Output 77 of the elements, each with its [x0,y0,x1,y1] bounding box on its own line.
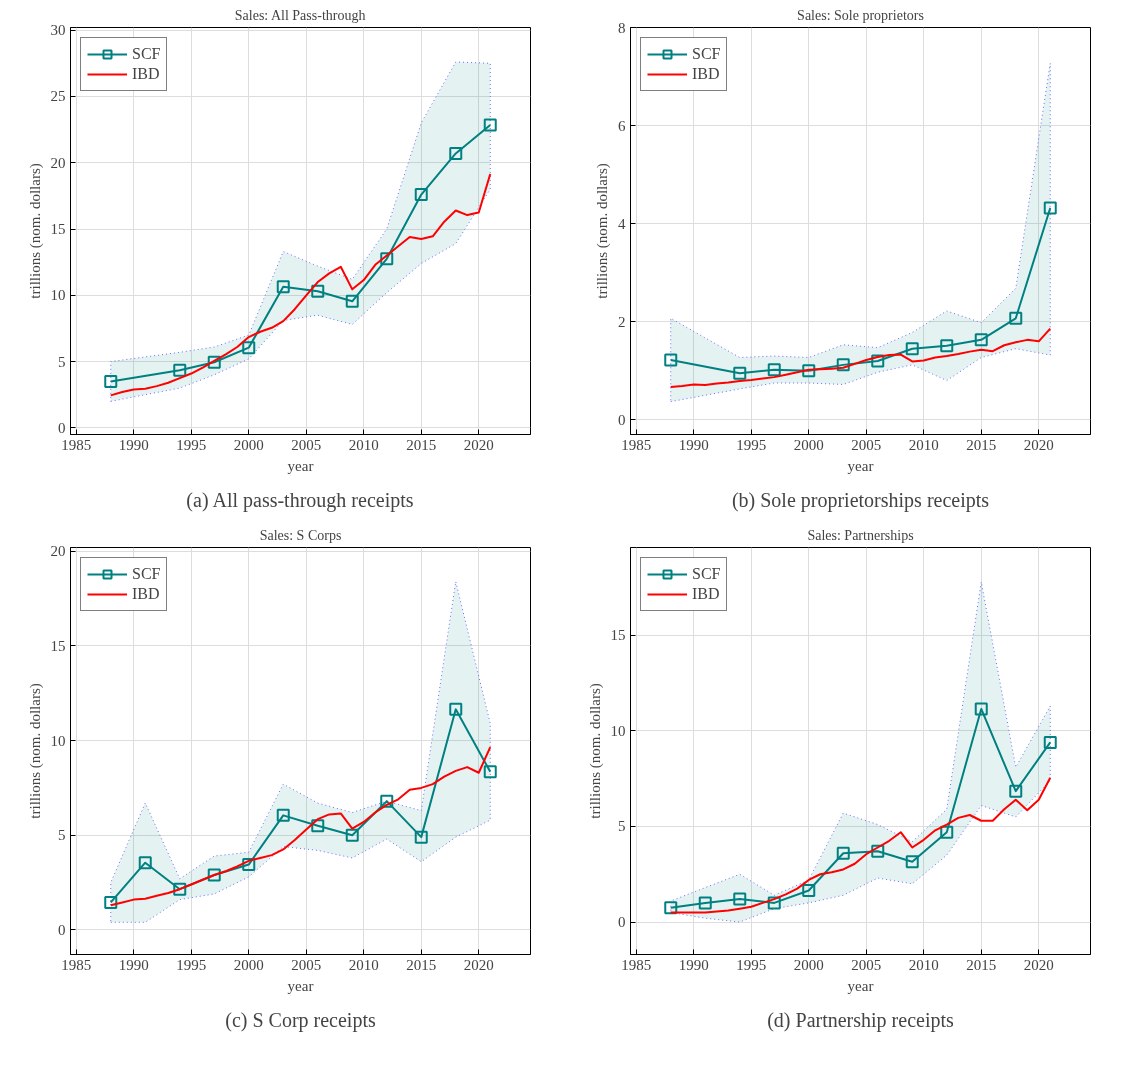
x-tick-label: 2020 [463,956,494,973]
x-tick-label: 1995 [176,956,207,973]
y-axis-title: trillions (nom. dollars) [26,163,44,299]
y-axis-title: trillions (nom. dollars) [594,163,611,299]
y-tick-label: 5 [618,818,626,835]
legend-label: IBD [692,65,720,83]
x-tick-label: 2015 [406,436,437,453]
y-tick-label: 30 [50,22,66,39]
text: (c) S Corp receipts [225,1008,376,1032]
x-tick-label: 1995 [736,436,767,453]
chart-title: Sales: All Pass-through [234,7,366,23]
text: (b) Sole proprietorships receipts [731,488,990,512]
y-tick-label: 2 [618,313,626,330]
x-axis-title: year [847,457,874,474]
x-tick-label: 2005 [851,436,882,453]
legend-label: SCF [132,565,161,583]
y-tick-label: 0 [618,411,626,428]
legend-label: SCF [692,565,721,583]
y-tick-label: 0 [58,419,66,436]
y-tick-label: 15 [610,627,626,644]
x-axis-title: year [287,977,314,994]
y-tick-label: 15 [50,221,66,238]
y-axis-title: trillions (nom. dollars) [586,683,604,819]
x-tick-label: 2000 [793,956,824,973]
chart-title: Sales: Partnerships [807,527,914,543]
text: (d) Partnership receipts [767,1008,955,1032]
y-tick-label: 20 [50,543,66,560]
x-tick-label: 1995 [736,956,767,973]
x-tick-label: 2015 [966,436,997,453]
y-tick-label: 4 [618,215,626,232]
x-tick-label: 2010 [908,956,939,973]
x-tick-label: 2015 [966,956,997,973]
chart-title: Sales: S Corps [259,527,342,543]
x-tick-label: 2005 [291,956,322,973]
y-tick-label: 10 [50,287,66,304]
y-tick-label: 5 [58,353,66,370]
y-tick-label: 10 [610,722,626,739]
y-tick-label: 0 [58,921,66,938]
x-axis-title: year [847,977,874,994]
x-tick-label: 2000 [233,436,264,453]
x-tick-label: 2020 [1023,436,1054,453]
legend-label: SCF [132,45,161,63]
legend-label: IBD [692,585,720,603]
x-tick-label: 1985 [621,956,652,973]
y-tick-label: 8 [618,19,626,36]
x-tick-label: 2010 [908,436,939,453]
x-tick-label: 2010 [348,436,379,453]
x-tick-label: 2010 [348,956,379,973]
y-tick-label: 15 [50,637,66,654]
x-tick-label: 2020 [463,436,494,453]
x-tick-label: 2020 [1023,956,1054,973]
legend-label: IBD [132,585,160,603]
y-tick-label: 10 [50,732,66,749]
y-tick-label: 6 [618,117,626,134]
y-tick-label: 20 [50,154,66,171]
chart-title: Sales: Sole proprietors [797,7,924,23]
x-tick-label: 1990 [678,956,709,973]
x-tick-label: 2000 [233,956,264,973]
x-tick-label: 2015 [406,956,437,973]
x-axis-title: year [287,457,314,474]
y-tick-label: 25 [50,88,66,105]
x-tick-label: 1985 [621,436,652,453]
y-tick-label: 5 [58,827,66,844]
legend-label: IBD [132,65,160,83]
x-tick-label: 2005 [291,436,322,453]
x-tick-label: 1990 [678,436,709,453]
legend-label: SCF [692,45,721,63]
x-tick-label: 1990 [118,956,149,973]
y-axis-title: trillions (nom. dollars) [26,683,44,819]
x-tick-label: 2000 [793,436,824,453]
y-tick-label: 0 [618,914,626,931]
x-tick-label: 1985 [61,956,92,973]
x-tick-label: 2005 [851,956,882,973]
text: (a) All pass-through receipts [186,488,414,512]
x-tick-label: 1990 [118,436,149,453]
x-tick-label: 1995 [176,436,207,453]
x-tick-label: 1985 [61,436,92,453]
